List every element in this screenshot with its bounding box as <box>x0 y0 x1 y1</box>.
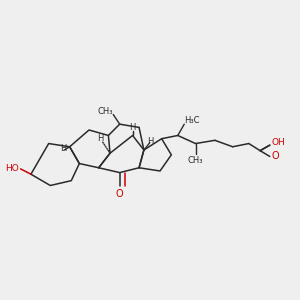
Text: H: H <box>129 123 135 132</box>
Text: H: H <box>97 134 103 143</box>
Text: H: H <box>147 137 154 146</box>
Text: CH₃: CH₃ <box>98 107 113 116</box>
Text: H₃C: H₃C <box>184 116 200 125</box>
Text: HO: HO <box>5 164 19 173</box>
Text: OH: OH <box>272 138 285 147</box>
Text: O: O <box>115 189 123 200</box>
Text: O: O <box>272 152 279 161</box>
Text: H: H <box>60 144 66 153</box>
Text: CH₃: CH₃ <box>188 157 203 166</box>
